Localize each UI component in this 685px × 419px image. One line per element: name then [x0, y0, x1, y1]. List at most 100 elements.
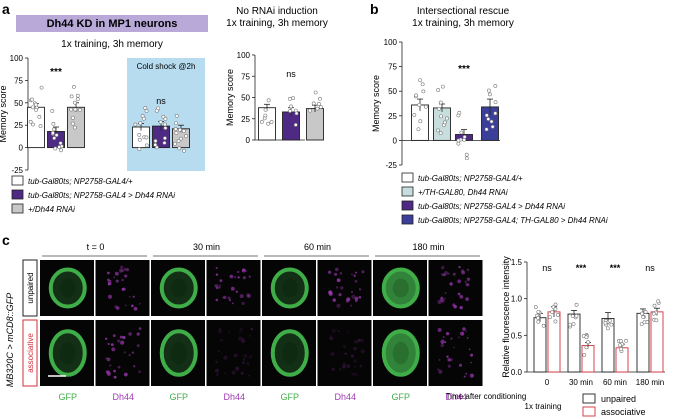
- channel-labels: GFP Dh44 GFP Dh44 GFP Dh44 GFP Dh44: [58, 392, 467, 402]
- data-point: [444, 116, 449, 121]
- dh44-puncta: [229, 299, 232, 302]
- dh44-puncta: [332, 298, 336, 302]
- legend-c-label-unpaired: unpaired: [601, 394, 636, 404]
- panel-a-right-title-1: No RNAi induction: [236, 6, 318, 17]
- dh44-puncta: [351, 294, 356, 299]
- data-point: [617, 343, 622, 348]
- dh44-puncta: [465, 297, 469, 301]
- data-point: [263, 107, 268, 112]
- dh44-puncta: [351, 273, 353, 276]
- dh44-puncta: [242, 338, 244, 341]
- dh44-puncta: [359, 364, 363, 368]
- dh44-puncta: [124, 274, 128, 278]
- y-tick-label: 0: [393, 136, 398, 145]
- y-axis-label: Memory score: [0, 85, 8, 142]
- data-point: [582, 353, 587, 358]
- dh44-puncta: [466, 268, 470, 272]
- dh44-puncta: [219, 338, 223, 342]
- panel-a-banner-text: Dh44 KD in MP1 neurons: [47, 18, 178, 30]
- data-point: [176, 138, 181, 143]
- dh44-puncta: [123, 267, 127, 271]
- dh44-puncta: [133, 365, 136, 368]
- row-label-box-associative: [22, 319, 38, 387]
- dh44-puncta: [111, 347, 116, 352]
- gfp-nucleus: [59, 278, 76, 298]
- data-point: [541, 323, 546, 328]
- legend-b-label-3: tub-Gal80ts; NP2758-GAL4 > Dh44 RNAi: [418, 202, 565, 211]
- data-point: [163, 126, 168, 130]
- data-point: [553, 302, 558, 307]
- dh44-puncta: [360, 338, 364, 343]
- data-point: [133, 122, 138, 127]
- data-point: [72, 100, 77, 105]
- data-point: [456, 141, 461, 146]
- dh44-puncta: [354, 280, 358, 283]
- legend-a-label-2: tub-Gal80ts; NP2758-GAL4 > Dh44 RNAi: [28, 191, 175, 200]
- dh44-puncta: [124, 304, 127, 307]
- time-header-label: 180 min: [412, 242, 444, 252]
- data-point: [153, 142, 158, 147]
- significance-label: ***: [50, 67, 62, 78]
- data-point: [182, 148, 186, 153]
- dh44-puncta: [353, 274, 356, 278]
- data-point: [73, 125, 77, 130]
- micrograph-tile: [95, 320, 150, 386]
- data-point: [163, 136, 167, 141]
- bar: [433, 107, 451, 141]
- time-headers: t = 0 30 min 60 min 180 min: [42, 242, 480, 257]
- legend-b-swatch-1: [401, 172, 414, 183]
- bar: [306, 108, 324, 141]
- data-point: [59, 148, 63, 153]
- dh44-puncta: [337, 330, 340, 333]
- time-header-label: 30 min: [193, 242, 220, 252]
- dh44-puncta: [220, 352, 223, 355]
- data-point: [53, 146, 58, 151]
- dh44-puncta: [214, 368, 219, 373]
- data-point: [412, 113, 417, 117]
- data-point: [493, 100, 498, 105]
- dh44-puncta: [113, 369, 117, 373]
- dh44-puncta: [133, 306, 138, 311]
- data-point: [603, 320, 608, 325]
- dh44-puncta: [121, 278, 124, 282]
- dh44-puncta: [444, 297, 446, 300]
- dh44-puncta: [469, 373, 475, 378]
- data-point: [571, 322, 576, 326]
- channel-label: Dh44: [445, 392, 467, 402]
- dh44-puncta: [468, 348, 471, 351]
- data-point: [178, 136, 183, 141]
- data-point: [30, 105, 35, 110]
- dh44-puncta: [340, 286, 344, 290]
- dh44-puncta: [358, 288, 362, 291]
- y-tick-label: 25: [14, 121, 23, 130]
- y-tick-label: 50: [241, 94, 250, 103]
- data-point: [259, 119, 264, 124]
- data-point: [288, 109, 292, 113]
- data-point: [464, 152, 469, 157]
- data-point: [553, 307, 558, 311]
- y-tick-label: 1.5: [511, 258, 523, 267]
- data-point: [570, 314, 575, 318]
- dh44-puncta: [231, 302, 234, 305]
- data-point: [75, 97, 80, 102]
- data-point: [262, 116, 267, 121]
- panel-b-title-1: Intersectional rescue: [417, 6, 510, 17]
- data-point: [639, 322, 644, 326]
- dh44-puncta: [465, 330, 468, 333]
- panel-a-banner: [16, 15, 208, 32]
- data-point: [436, 88, 441, 92]
- data-point: [163, 122, 167, 127]
- data-point: [73, 107, 78, 112]
- data-point: [555, 313, 560, 317]
- dh44-puncta: [328, 270, 332, 274]
- dh44-puncta: [242, 361, 245, 364]
- data-point: [144, 143, 149, 148]
- dh44-puncta: [449, 282, 453, 286]
- dh44-puncta: [107, 283, 111, 286]
- y-tick-label: 0: [246, 136, 251, 145]
- dh44-puncta: [345, 299, 349, 303]
- dh44-puncta: [345, 352, 348, 355]
- dh44-puncta: [242, 276, 246, 280]
- x-tick-label: 60 min: [603, 378, 627, 387]
